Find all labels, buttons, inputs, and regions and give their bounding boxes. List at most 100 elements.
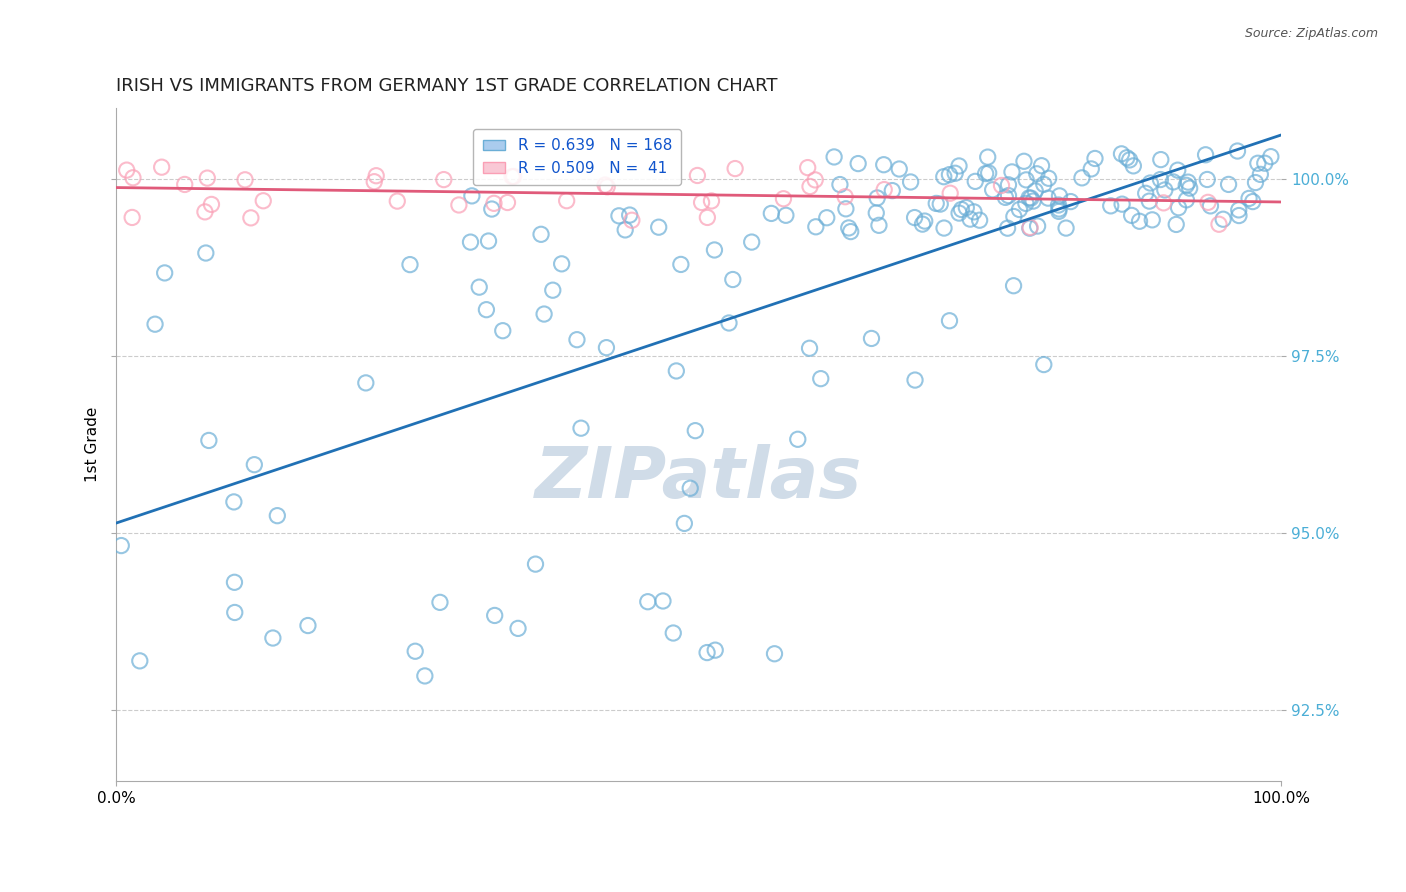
Irish bbox=[468, 280, 491, 294]
Irish bbox=[1249, 167, 1271, 181]
Irish bbox=[955, 201, 977, 215]
Immigrants from Germany bbox=[239, 211, 262, 225]
Irish bbox=[619, 208, 641, 222]
Irish bbox=[647, 220, 669, 235]
Irish bbox=[1024, 184, 1046, 198]
Irish bbox=[903, 211, 925, 225]
Irish bbox=[974, 167, 997, 181]
Irish bbox=[637, 595, 659, 609]
Irish bbox=[1022, 194, 1045, 208]
Irish bbox=[665, 364, 688, 378]
Irish bbox=[1244, 176, 1267, 190]
Immigrants from Germany bbox=[447, 198, 470, 212]
Irish bbox=[1031, 159, 1053, 173]
Irish bbox=[262, 631, 284, 645]
Irish bbox=[997, 178, 1019, 192]
Irish bbox=[477, 234, 499, 248]
Irish bbox=[484, 608, 506, 623]
Irish bbox=[799, 341, 821, 355]
Irish bbox=[963, 204, 986, 219]
Irish bbox=[1019, 191, 1042, 205]
Irish bbox=[110, 539, 132, 553]
Immigrants from Germany bbox=[596, 179, 619, 194]
Immigrants from Germany bbox=[593, 178, 616, 192]
Immigrants from Germany bbox=[1208, 217, 1230, 231]
Irish bbox=[1047, 204, 1070, 219]
Immigrants from Germany bbox=[433, 172, 456, 186]
Irish bbox=[1166, 218, 1188, 232]
Text: ZIPatlas: ZIPatlas bbox=[536, 443, 862, 513]
Irish bbox=[835, 202, 858, 216]
Irish bbox=[1099, 199, 1122, 213]
Irish bbox=[1080, 161, 1102, 176]
Irish bbox=[198, 434, 221, 448]
Irish bbox=[297, 618, 319, 632]
Irish bbox=[1212, 212, 1234, 227]
Irish bbox=[1254, 156, 1277, 170]
Immigrants from Germany bbox=[772, 192, 794, 206]
Irish bbox=[981, 183, 1004, 197]
Irish bbox=[977, 166, 1000, 180]
Irish bbox=[838, 221, 860, 235]
Irish bbox=[652, 594, 675, 608]
Irish bbox=[1054, 221, 1077, 235]
Irish bbox=[943, 166, 966, 180]
Irish bbox=[865, 206, 887, 220]
Irish bbox=[524, 557, 547, 571]
Immigrants from Germany bbox=[121, 211, 143, 225]
Irish bbox=[786, 432, 808, 446]
Irish bbox=[143, 317, 166, 331]
Irish bbox=[929, 197, 952, 211]
Irish bbox=[763, 647, 786, 661]
Irish bbox=[1142, 212, 1164, 227]
Irish bbox=[965, 174, 987, 188]
Y-axis label: 1st Grade: 1st Grade bbox=[86, 407, 100, 483]
Irish bbox=[839, 225, 862, 239]
Immigrants from Germany bbox=[620, 213, 643, 227]
Irish bbox=[1227, 202, 1250, 217]
Irish bbox=[911, 217, 934, 231]
Immigrants from Germany bbox=[115, 163, 138, 178]
Irish bbox=[810, 371, 832, 385]
Irish bbox=[828, 178, 851, 192]
Irish bbox=[873, 158, 896, 172]
Irish bbox=[128, 654, 150, 668]
Irish bbox=[530, 227, 553, 242]
Irish bbox=[399, 258, 422, 272]
Irish bbox=[977, 150, 1000, 164]
Irish bbox=[1111, 197, 1133, 211]
Irish bbox=[761, 206, 783, 220]
Irish bbox=[413, 669, 436, 683]
Irish bbox=[662, 626, 685, 640]
Immigrants from Germany bbox=[1197, 195, 1219, 210]
Irish bbox=[1032, 178, 1054, 192]
Irish bbox=[1227, 209, 1250, 223]
Immigrants from Germany bbox=[195, 171, 218, 186]
Immigrants from Germany bbox=[796, 161, 818, 175]
Irish bbox=[1047, 202, 1070, 216]
Irish bbox=[614, 223, 637, 237]
Irish bbox=[815, 211, 838, 225]
Immigrants from Germany bbox=[363, 175, 385, 189]
Irish bbox=[1139, 176, 1161, 190]
Irish bbox=[533, 307, 555, 321]
Irish bbox=[1199, 199, 1222, 213]
Irish bbox=[1025, 167, 1047, 181]
Irish bbox=[1060, 194, 1083, 209]
Irish bbox=[673, 516, 696, 531]
Irish bbox=[889, 161, 911, 176]
Irish bbox=[492, 324, 515, 338]
Legend: R = 0.639   N = 168, R = 0.509   N =  41: R = 0.639 N = 168, R = 0.509 N = 41 bbox=[474, 129, 681, 186]
Immigrants from Germany bbox=[173, 178, 195, 192]
Immigrants from Germany bbox=[990, 178, 1012, 193]
Irish bbox=[354, 376, 377, 390]
Irish bbox=[541, 283, 564, 297]
Immigrants from Germany bbox=[200, 197, 222, 211]
Irish bbox=[506, 621, 529, 635]
Irish bbox=[959, 212, 981, 227]
Irish bbox=[900, 175, 922, 189]
Irish bbox=[1038, 171, 1060, 186]
Irish bbox=[717, 316, 740, 330]
Irish bbox=[1226, 144, 1249, 158]
Irish bbox=[1018, 221, 1040, 235]
